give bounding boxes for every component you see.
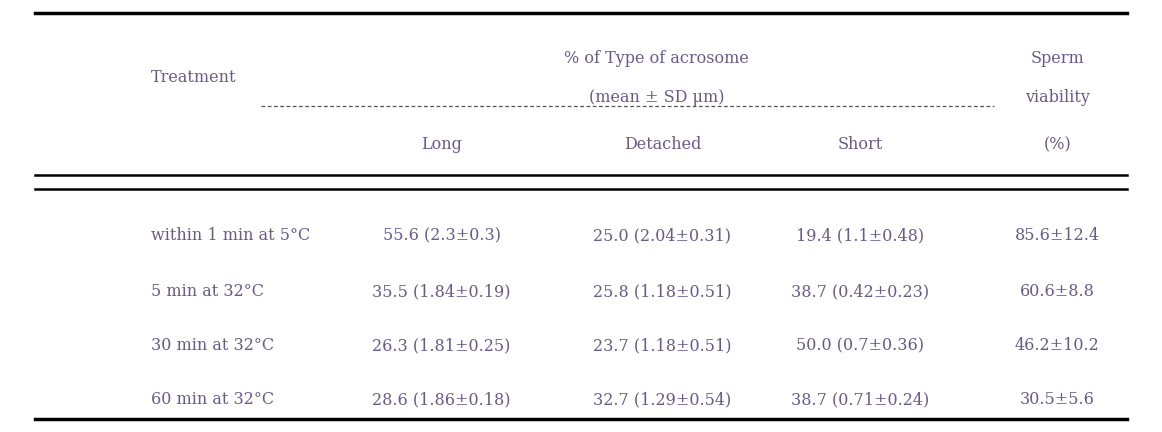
Text: (%): (%)	[1043, 136, 1071, 153]
Text: Long: Long	[421, 136, 462, 153]
Text: 55.6 (2.3±0.3): 55.6 (2.3±0.3)	[382, 227, 501, 244]
Text: 60.6±8.8: 60.6±8.8	[1020, 283, 1095, 300]
Text: 38.7 (0.42±0.23): 38.7 (0.42±0.23)	[791, 283, 928, 300]
Text: within 1 min at 5°C: within 1 min at 5°C	[151, 227, 310, 244]
Text: 38.7 (0.71±0.24): 38.7 (0.71±0.24)	[791, 391, 928, 408]
Text: 25.0 (2.04±0.31): 25.0 (2.04±0.31)	[594, 227, 731, 244]
Text: 85.6±12.4: 85.6±12.4	[1014, 227, 1100, 244]
Text: Short: Short	[838, 136, 882, 153]
Text: 35.5 (1.84±0.19): 35.5 (1.84±0.19)	[372, 283, 511, 300]
Text: 25.8 (1.18±0.51): 25.8 (1.18±0.51)	[593, 283, 732, 300]
Text: 26.3 (1.81±0.25): 26.3 (1.81±0.25)	[372, 337, 511, 354]
Text: Treatment: Treatment	[151, 69, 237, 86]
Text: viability: viability	[1025, 89, 1090, 106]
Text: 50.0 (0.7±0.36): 50.0 (0.7±0.36)	[796, 337, 924, 354]
Text: Sperm: Sperm	[1031, 50, 1084, 67]
Text: 30.5±5.6: 30.5±5.6	[1020, 391, 1095, 408]
Text: 46.2±10.2: 46.2±10.2	[1016, 337, 1099, 354]
Text: 28.6 (1.86±0.18): 28.6 (1.86±0.18)	[372, 391, 511, 408]
Text: (mean ± SD μm): (mean ± SD μm)	[589, 89, 724, 106]
Text: 23.7 (1.18±0.51): 23.7 (1.18±0.51)	[593, 337, 732, 354]
Text: 19.4 (1.1±0.48): 19.4 (1.1±0.48)	[796, 227, 924, 244]
Text: Detached: Detached	[624, 136, 701, 153]
Text: 5 min at 32°C: 5 min at 32°C	[151, 283, 264, 300]
Text: 32.7 (1.29±0.54): 32.7 (1.29±0.54)	[594, 391, 731, 408]
Text: 60 min at 32°C: 60 min at 32°C	[151, 391, 274, 408]
Text: 30 min at 32°C: 30 min at 32°C	[151, 337, 274, 354]
Text: % of Type of acrosome: % of Type of acrosome	[564, 50, 749, 67]
